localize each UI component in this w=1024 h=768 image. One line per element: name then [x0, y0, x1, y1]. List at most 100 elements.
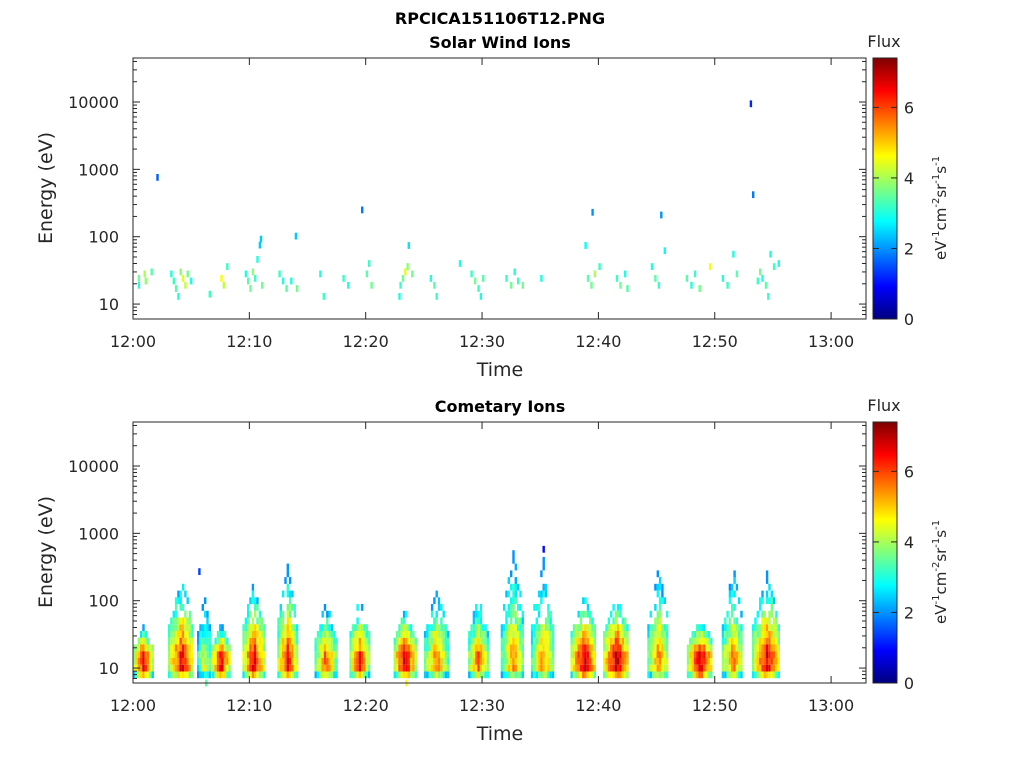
heatmap-cell — [698, 637, 701, 645]
heatmap-cell — [519, 604, 522, 611]
colorbar-tick-label: 6 — [904, 98, 914, 117]
heatmap-cell — [447, 671, 450, 679]
heatmap-cell — [142, 664, 145, 672]
heatmap-cell — [333, 664, 336, 672]
heatmap-cell — [544, 651, 548, 658]
heatmap-cell — [605, 644, 608, 652]
heatmap-cell — [728, 583, 732, 591]
heatmap-cell — [624, 671, 627, 679]
heatmap-cell — [140, 651, 143, 658]
heatmap-cell — [724, 624, 727, 631]
heatmap-cell — [768, 671, 771, 679]
heatmap-cell — [249, 610, 252, 618]
heatmap-cell — [579, 657, 583, 665]
heatmap-cell — [395, 657, 399, 665]
heatmap-cell — [319, 644, 322, 652]
heatmap-cell — [354, 644, 357, 652]
heatmap-cell — [361, 624, 364, 631]
heatmap-cell — [277, 644, 280, 652]
heatmap-cell — [700, 631, 704, 638]
heatmap-cell — [326, 644, 329, 652]
heatmap-cell — [521, 657, 524, 665]
heatmap-cell — [705, 651, 708, 658]
heatmap-cell — [656, 617, 659, 625]
heatmap-cell — [624, 644, 627, 652]
heatmap-cell — [177, 671, 180, 679]
heatmap-cell — [295, 637, 299, 645]
heatmap-cell — [512, 671, 515, 679]
heatmap-cell — [572, 671, 576, 679]
heatmap-cell — [624, 664, 627, 672]
heatmap-cell — [510, 604, 513, 611]
heatmap-cell — [733, 617, 736, 625]
heatmap-cell — [133, 657, 136, 665]
heatmap-cell — [726, 644, 729, 652]
heatmap-cell — [256, 637, 259, 645]
heatmap-cell — [512, 651, 515, 658]
heatmap-cell — [547, 624, 550, 631]
heatmap-cell — [765, 570, 769, 578]
heatmap-cell — [468, 631, 471, 638]
heatmap-cell — [749, 100, 753, 108]
heatmap-cell — [724, 644, 727, 652]
heatmap-cell — [768, 583, 771, 591]
heatmap-cell — [768, 597, 771, 605]
heatmap-cell — [208, 644, 211, 652]
heatmap-cell — [533, 664, 536, 672]
heatmap-cell — [179, 597, 182, 605]
heatmap-cell — [693, 664, 697, 672]
heatmap-cell — [503, 637, 506, 645]
heatmap-cell — [167, 631, 171, 638]
heatmap-cell — [537, 604, 541, 611]
heatmap-cell — [605, 671, 608, 679]
heatmap-cell — [223, 644, 227, 652]
heatmap-cell — [658, 604, 662, 611]
heatmap-cell — [537, 651, 541, 658]
heatmap-cell — [617, 631, 620, 638]
heatmap-cell — [349, 644, 352, 652]
heatmap-cell — [281, 644, 285, 652]
heatmap-cell — [216, 671, 220, 679]
heatmap-cell — [188, 651, 192, 658]
heatmap-cell — [691, 671, 694, 679]
heatmap-cell — [447, 657, 450, 665]
heatmap-cell — [617, 624, 620, 631]
heatmap-cell — [249, 664, 252, 672]
heatmap-cell — [444, 644, 448, 652]
x-tick-label: 13:00 — [808, 332, 854, 351]
heatmap-cell — [768, 624, 771, 631]
heatmap-cell — [591, 637, 594, 645]
heatmap-cell — [204, 664, 207, 672]
heatmap-cell — [328, 631, 331, 638]
heatmap-cell — [423, 671, 427, 679]
heatmap-cell — [579, 664, 583, 672]
heatmap-cell — [181, 637, 185, 645]
heatmap-cell — [482, 637, 485, 645]
heatmap-cell — [486, 644, 490, 652]
heatmap-cell — [521, 637, 524, 645]
heatmap-cell — [405, 644, 408, 652]
heatmap-cell — [263, 624, 266, 631]
heatmap-cell — [617, 651, 620, 658]
heatmap-cell — [242, 657, 245, 665]
heatmap-cell — [221, 644, 224, 652]
heatmap-cell — [728, 664, 732, 672]
heatmap-cell — [400, 617, 403, 625]
heatmap-cell — [277, 617, 280, 625]
heatmap-cell — [570, 637, 573, 645]
heatmap-cell — [475, 664, 478, 672]
heatmap-cell — [731, 671, 734, 679]
heatmap-cell — [433, 651, 436, 658]
heatmap-cell — [589, 657, 592, 665]
heatmap-cell — [740, 664, 743, 672]
heatmap-cell — [589, 610, 592, 618]
heatmap-cell — [756, 644, 759, 652]
heatmap-cell — [322, 293, 325, 300]
heatmap-cell — [214, 671, 217, 679]
heatmap-cell — [735, 637, 739, 645]
heatmap-cell — [658, 657, 662, 665]
colorbar — [872, 57, 898, 320]
heatmap-cell — [144, 657, 147, 665]
heatmap-cell — [761, 651, 764, 658]
